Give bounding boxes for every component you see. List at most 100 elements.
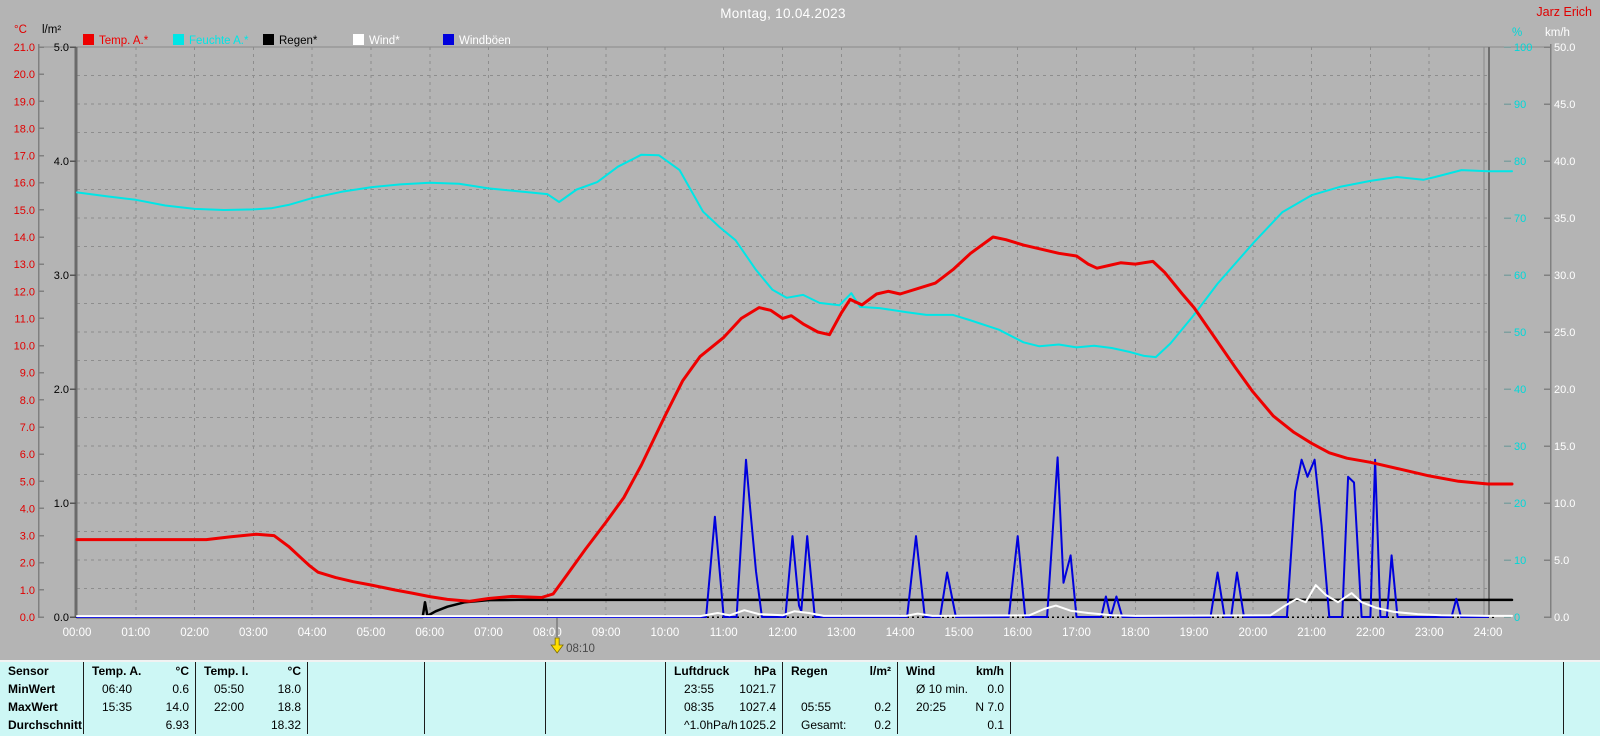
table-header-cell: Wind km/h	[897, 662, 1010, 680]
x-tick-label: 08:00	[533, 627, 562, 639]
table-cell	[545, 698, 665, 716]
humidity-axis-unit: %	[1512, 27, 1523, 39]
table-cell: Ø 10 min. 0.0	[897, 680, 1010, 698]
x-tick-label: 01:00	[121, 627, 150, 639]
x-tick-label: 20:00	[1238, 627, 1267, 639]
legend-swatch-icon	[83, 34, 94, 45]
table-cell	[307, 716, 424, 734]
wind-tick-label: 0.0	[1554, 612, 1569, 624]
humidity-tick-label: 90	[1514, 99, 1526, 111]
table-header-cell	[1010, 662, 1563, 680]
wind-tick-label: 35.0	[1554, 213, 1575, 225]
series-humidity	[76, 153, 1513, 359]
table-cell: 08:35 1027.4	[665, 698, 782, 716]
table-header-cell: Temp. A. °C	[83, 662, 195, 680]
table-row-label: MaxWert	[8, 700, 58, 714]
table-cell: 22:00 18.8	[195, 698, 307, 716]
legend-item-4: Wind*	[353, 31, 400, 47]
x-tick-label: 04:00	[298, 627, 327, 639]
temp-tick-label: 16.0	[14, 178, 35, 190]
temp-tick-label: 9.0	[20, 368, 35, 380]
wind-tick-label: 45.0	[1554, 99, 1575, 111]
temp-tick-label: 4.0	[20, 503, 35, 515]
series-rain	[75, 598, 1514, 619]
x-tick-label: 18:00	[1121, 627, 1150, 639]
temp-axis-unit: °C	[14, 24, 27, 36]
legend-item-3: Regen*	[263, 31, 317, 47]
table-cell: Gesamt: 0.2	[782, 716, 897, 734]
x-tick-label: 24:00	[1474, 627, 1503, 639]
humidity-tick-label: 80	[1514, 156, 1526, 168]
temp-tick-label: 21.0	[14, 42, 35, 54]
wind-axis-unit: km/h	[1545, 27, 1570, 39]
wind-tick-label: 50.0	[1554, 42, 1575, 54]
wind-tick-label: 10.0	[1554, 498, 1575, 510]
rain-tick-label: 5.0	[54, 42, 69, 54]
x-tick-label: 19:00	[1180, 627, 1209, 639]
table-cell: ^1.0hPa/h 1025.2	[665, 716, 782, 734]
table-cell	[545, 680, 665, 698]
x-tick-label: 23:00	[1415, 627, 1444, 639]
temp-tick-label: 17.0	[14, 151, 35, 163]
series-temp	[75, 235, 1514, 603]
legend-item-5: Windböen	[443, 31, 511, 47]
temp-tick-label: 18.0	[14, 123, 35, 135]
temp-tick-label: 3.0	[20, 531, 35, 543]
legend-item-1: Temp. A.*	[83, 31, 148, 47]
rain-tick-label: 4.0	[54, 156, 69, 168]
temp-tick-label: 0.0	[20, 612, 35, 624]
rain-tick-label: 0.0	[54, 612, 69, 624]
table-cell: 23:55 1021.7	[665, 680, 782, 698]
x-tick-label: 06:00	[415, 627, 444, 639]
x-tick-label: 17:00	[1062, 627, 1091, 639]
summary-table: Sensor Temp. A. °C Temp. I. °C Luftdruck hPa Re…	[0, 660, 1600, 736]
table-cell: 0.1	[897, 716, 1010, 734]
rain-axis-unit: l/m²	[42, 24, 62, 36]
x-tick-label: 16:00	[1003, 627, 1032, 639]
table-header-cell: Temp. I. °C	[195, 662, 307, 680]
wind-tick-label: 40.0	[1554, 156, 1575, 168]
legend-label: Regen*	[279, 35, 318, 47]
legend-label: Windböen	[459, 35, 511, 47]
x-tick-label: 00:00	[63, 627, 92, 639]
table-header-cell	[307, 662, 424, 680]
series-wind	[76, 584, 1513, 618]
series-gusts	[76, 456, 1489, 618]
rain-tick-label: 1.0	[54, 498, 69, 510]
x-tick-label: 12:00	[768, 627, 797, 639]
table-cell	[1010, 716, 1563, 734]
humidity-tick-label: 0	[1514, 612, 1520, 624]
temp-tick-label: 14.0	[14, 232, 35, 244]
table-cell: 06:40 0.6	[83, 680, 195, 698]
marker-time-label: 08:10	[566, 643, 595, 655]
x-tick-label: 21:00	[1297, 627, 1326, 639]
table-header-cell: Luftdruck hPa	[665, 662, 782, 680]
legend-item-2: Feuchte A.*	[173, 31, 248, 47]
temp-tick-label: 2.0	[20, 558, 35, 570]
wind-tick-label: 30.0	[1554, 270, 1575, 282]
humidity-tick-label: 40	[1514, 384, 1526, 396]
table-header-cell	[545, 662, 665, 680]
x-tick-label: 03:00	[239, 627, 268, 639]
table-row-label: MinWert	[8, 682, 56, 696]
station-name: Jarz Erich	[1536, 5, 1592, 19]
chart-legend: Temp. A.* Feuchte A.* Regen* Wind* Windböen	[0, 0, 1600, 47]
wind-tick-label: 5.0	[1554, 555, 1569, 567]
wind-tick-label: 15.0	[1554, 441, 1575, 453]
table-cell: 20:25 N 7.0	[897, 698, 1010, 716]
table-cell	[1563, 680, 1600, 698]
temp-tick-label: 11.0	[14, 313, 35, 325]
temp-tick-label: 20.0	[14, 69, 35, 81]
temp-tick-label: 8.0	[20, 395, 35, 407]
temp-tick-label: 19.0	[14, 96, 35, 108]
table-row-label: Sensor	[8, 664, 49, 678]
table-cell: 05:50 18.0	[195, 680, 307, 698]
table-header-cell: Regen l/m²	[782, 662, 897, 680]
temp-tick-label: 13.0	[14, 259, 35, 271]
humidity-tick-label: 70	[1514, 213, 1526, 225]
legend-swatch-icon	[173, 34, 184, 45]
table-cell	[307, 680, 424, 698]
x-tick-label: 09:00	[592, 627, 621, 639]
x-tick-label: 13:00	[827, 627, 856, 639]
